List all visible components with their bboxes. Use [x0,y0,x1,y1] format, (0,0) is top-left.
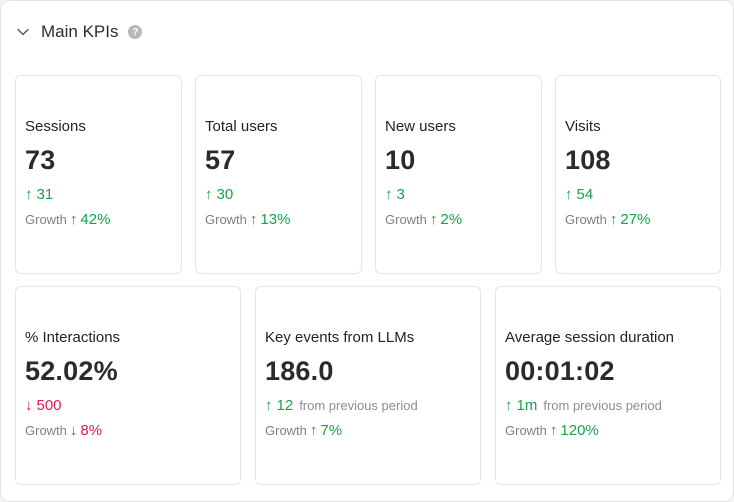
arrow-up-icon: ↑ [249,211,258,228]
growth-value: 13% [260,211,291,228]
kpi-delta-value: 12 [276,397,294,414]
kpi-delta: ↑ 1m from previous period [505,397,712,414]
arrow-up-icon: ↑ [565,186,573,203]
arrow-up-icon: ↑ [25,186,33,203]
kpi-card-average-session-duration: Average session duration 00:01:02 ↑ 1m f… [495,286,721,485]
kpi-growth: Growth ↑ 27% [565,211,712,228]
growth-label: Growth [565,212,607,227]
kpi-delta: ↑ 12 from previous period [265,397,472,414]
arrow-down-icon: ↓ [25,397,33,414]
kpi-delta: ↓ 500 [25,397,232,414]
kpi-card-total-users: Total users 57 ↑ 30 Growth ↑ 13% [195,75,362,274]
arrow-up-icon: ↑ [69,211,78,228]
growth-label: Growth [25,212,67,227]
kpi-growth: Growth ↓ 8% [25,422,232,439]
arrow-up-icon: ↑ [549,422,558,439]
kpi-value: 108 [565,145,611,175]
question-mark-icon[interactable]: ? [128,25,143,39]
growth-label: Growth [25,423,67,438]
growth-value: 8% [80,422,103,439]
kpi-delta-value: 1m [516,397,538,414]
kpi-delta-caption: from previous period [299,398,418,413]
growth-value: 120% [560,422,599,439]
arrow-up-icon: ↑ [385,186,393,203]
kpi-value: 57 [205,145,236,175]
section-title: Main KPIs [41,22,119,41]
kpi-delta: ↑ 30 [205,186,353,203]
kpi-delta-value: 31 [36,186,54,203]
kpi-delta-value: 500 [36,397,62,414]
growth-value: 27% [620,211,651,228]
kpi-value: 52.02% [25,356,118,386]
kpi-label: New users [385,118,456,135]
kpi-card-sessions: Sessions 73 ↑ 31 Growth ↑ 42% [15,75,182,274]
kpi-card-visits: Visits 108 ↑ 54 Growth ↑ 27% [555,75,721,274]
kpi-delta: ↑ 3 [385,186,533,203]
arrow-up-icon: ↑ [265,397,273,414]
arrow-down-icon: ↓ [69,422,78,439]
growth-label: Growth [265,423,307,438]
kpi-label: Average session duration [505,329,674,346]
growth-label: Growth [505,423,547,438]
kpi-card-key-events-llms: Key events from LLMs 186.0 ↑ 12 from pre… [255,286,481,485]
kpi-growth: Growth ↑ 7% [265,422,472,439]
kpi-label: Total users [205,118,278,135]
growth-label: Growth [205,212,247,227]
growth-value: 7% [320,422,343,439]
section-header: Main KPIs ? [15,19,143,45]
kpi-value: 10 [385,145,416,175]
kpi-delta-value: 3 [396,186,405,203]
kpi-value: 00:01:02 [505,356,615,386]
kpi-delta: ↑ 31 [25,186,173,203]
kpi-value: 73 [25,145,56,175]
arrow-up-icon: ↑ [505,397,513,414]
kpi-growth: Growth ↑ 120% [505,422,712,439]
kpi-delta-value: 54 [576,186,594,203]
kpi-label: Key events from LLMs [265,329,415,346]
growth-label: Growth [385,212,427,227]
kpi-card-interactions: % Interactions 52.02% ↓ 500 Growth ↓ 8% [15,286,241,485]
arrow-up-icon: ↑ [205,186,213,203]
growth-value: 2% [440,211,463,228]
kpi-delta-value: 30 [216,186,234,203]
kpi-growth: Growth ↑ 42% [25,211,173,228]
kpi-card-new-users: New users 10 ↑ 3 Growth ↑ 2% [375,75,542,274]
arrow-up-icon: ↑ [429,211,438,228]
kpi-growth: Growth ↑ 13% [205,211,353,228]
kpi-label: Visits [565,118,601,135]
kpi-delta: ↑ 54 [565,186,712,203]
arrow-up-icon: ↑ [609,211,618,228]
kpi-growth: Growth ↑ 2% [385,211,533,228]
arrow-up-icon: ↑ [309,422,318,439]
kpi-value: 186.0 [265,356,334,386]
kpi-label: % Interactions [25,329,121,346]
chevron-down-icon[interactable] [15,24,31,40]
kpi-delta-caption: from previous period [543,398,662,413]
kpi-label: Sessions [25,118,86,135]
growth-value: 42% [80,211,111,228]
